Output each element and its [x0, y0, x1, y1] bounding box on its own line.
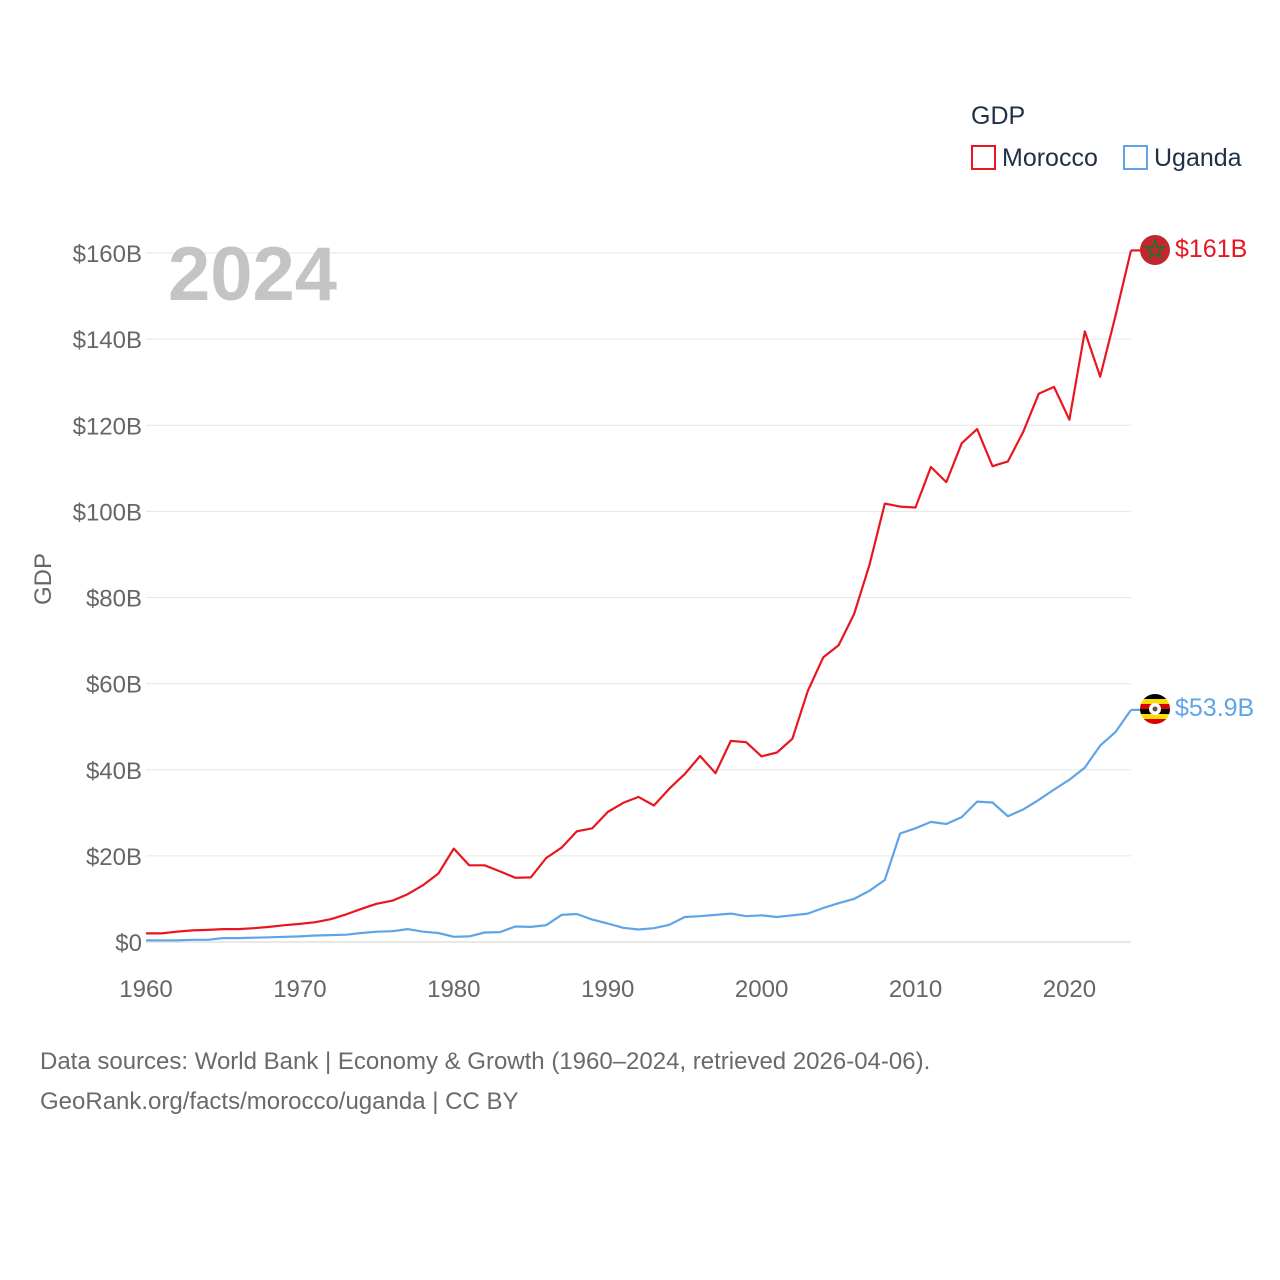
- uganda-flag-icon: [1140, 694, 1170, 724]
- y-axis-ticks: $0 $20B $40B $60B $80B $100B $120B $140B $160B: [73, 241, 142, 957]
- source-note: Data sources: World Bank | Economy & Gro…: [40, 1042, 1240, 1122]
- end-label-uganda: $53.9B: [1175, 694, 1254, 722]
- y-tick-label: $80B: [86, 586, 142, 613]
- y-tick-label: $0: [115, 930, 142, 957]
- legend-label-uganda[interactable]: Uganda: [1154, 144, 1242, 172]
- x-tick-label: 1970: [273, 976, 326, 1003]
- legend-swatch-uganda[interactable]: [1123, 145, 1148, 170]
- source-line-1: Data sources: World Bank | Economy & Gro…: [40, 1048, 931, 1075]
- y-tick-label: $20B: [86, 844, 142, 871]
- gridlines: [146, 252, 1131, 943]
- y-tick-label: $160B: [73, 241, 142, 268]
- legend-label-morocco[interactable]: Morocco: [1002, 144, 1098, 172]
- x-tick-label: 2000: [735, 976, 788, 1003]
- year-label: 2024: [168, 232, 337, 317]
- x-tick-label: 2020: [1043, 976, 1096, 1003]
- morocco-flag-icon: [1140, 235, 1170, 265]
- series-line-morocco[interactable]: [146, 250, 1133, 935]
- x-tick-label: 1990: [581, 976, 634, 1003]
- y-tick-label: $120B: [73, 413, 142, 440]
- y-tick-label: $40B: [86, 758, 142, 785]
- legend: GDP Morocco Uganda: [971, 102, 1242, 172]
- legend-swatch-morocco[interactable]: [971, 145, 996, 170]
- legend-title: GDP: [971, 102, 1025, 130]
- x-axis-ticks: 1960 1970 1980 1990 2000 2010 2020: [119, 976, 1096, 1003]
- y-tick-label: $60B: [86, 672, 142, 699]
- series-line-uganda[interactable]: [146, 709, 1132, 942]
- y-tick-label: $100B: [73, 499, 142, 526]
- series-end-markers: [1131, 249, 1140, 711]
- x-tick-label: 1980: [427, 976, 480, 1003]
- y-axis-title: GDP: [30, 553, 57, 605]
- source-line-2[interactable]: GeoRank.org/facts/morocco/uganda | CC BY: [40, 1088, 519, 1115]
- x-tick-label: 1960: [119, 976, 172, 1003]
- end-label-morocco: $161B: [1175, 235, 1247, 263]
- x-tick-label: 2010: [889, 976, 942, 1003]
- y-tick-label: $140B: [73, 327, 142, 354]
- series-lines: [146, 250, 1133, 942]
